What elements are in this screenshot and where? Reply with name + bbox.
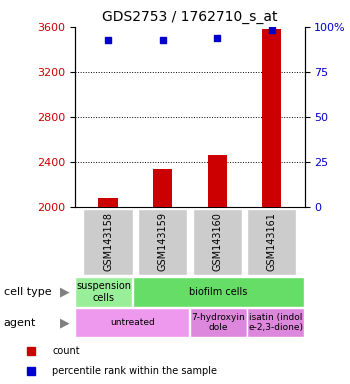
Text: GSM143159: GSM143159 [158,212,168,271]
FancyBboxPatch shape [75,308,189,337]
FancyBboxPatch shape [247,209,296,275]
Text: GSM143160: GSM143160 [212,212,222,271]
Text: biofilm cells: biofilm cells [189,287,248,297]
Text: untreated: untreated [110,318,155,327]
Text: GSM143158: GSM143158 [103,212,113,271]
Bar [98,198,118,207]
Text: suspension
cells: suspension cells [76,281,131,303]
FancyBboxPatch shape [247,308,304,337]
Text: agent: agent [4,318,36,328]
Text: ▶: ▶ [60,316,70,329]
Bar [153,169,172,207]
Text: cell type: cell type [4,287,51,297]
Text: 7-hydroxyin
dole: 7-hydroxyin dole [192,313,245,332]
Bar [262,29,281,207]
Text: isatin (indol
e-2,3-dione): isatin (indol e-2,3-dione) [248,313,303,332]
FancyBboxPatch shape [190,308,247,337]
FancyBboxPatch shape [75,277,132,306]
Text: count: count [52,346,80,356]
Text: percentile rank within the sample: percentile rank within the sample [52,366,217,376]
Text: ▶: ▶ [60,285,70,298]
Title: GDS2753 / 1762710_s_at: GDS2753 / 1762710_s_at [102,10,278,25]
Bar [208,156,227,207]
FancyBboxPatch shape [138,209,187,275]
FancyBboxPatch shape [83,209,133,275]
Text: GSM143161: GSM143161 [267,212,277,271]
FancyBboxPatch shape [193,209,242,275]
FancyBboxPatch shape [133,277,304,306]
